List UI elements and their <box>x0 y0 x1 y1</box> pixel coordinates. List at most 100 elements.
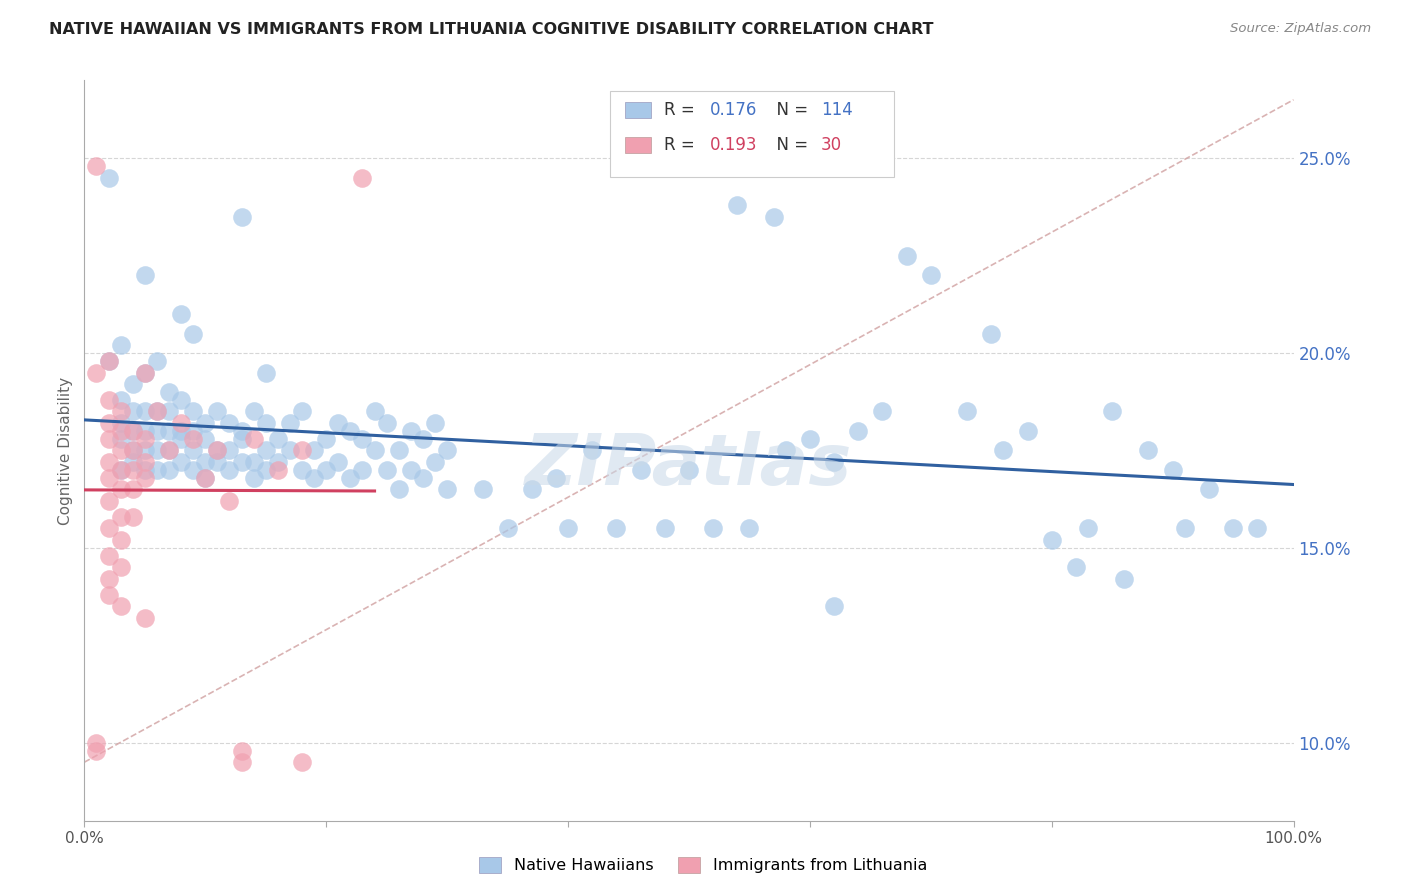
Point <box>170 307 193 321</box>
Point <box>110 463 132 477</box>
Text: Source: ZipAtlas.com: Source: ZipAtlas.com <box>1230 22 1371 36</box>
Point <box>896 249 918 263</box>
Point <box>1077 521 1099 535</box>
Point <box>339 471 361 485</box>
Point <box>134 404 156 418</box>
Point <box>181 326 204 341</box>
Legend: Native Hawaiians, Immigrants from Lithuania: Native Hawaiians, Immigrants from Lithua… <box>472 850 934 880</box>
Point <box>110 424 132 438</box>
Point <box>134 455 156 469</box>
Point <box>170 392 193 407</box>
Point <box>97 521 120 535</box>
Point <box>194 455 217 469</box>
Point <box>146 404 169 418</box>
Point <box>267 432 290 446</box>
Point <box>97 392 120 407</box>
FancyBboxPatch shape <box>624 136 651 153</box>
Point <box>412 432 434 446</box>
Point <box>1114 572 1136 586</box>
Point <box>110 560 132 574</box>
Point <box>436 483 458 497</box>
Point <box>146 424 169 438</box>
Point <box>388 443 411 458</box>
Point <box>157 384 180 399</box>
Point <box>352 170 374 185</box>
Point <box>302 443 325 458</box>
Point <box>97 494 120 508</box>
Point <box>86 736 108 750</box>
Point <box>170 455 193 469</box>
Point <box>375 416 398 430</box>
Point <box>110 463 132 477</box>
Point <box>207 443 229 458</box>
Point <box>363 404 385 418</box>
Point <box>738 521 761 535</box>
Point <box>207 443 229 458</box>
Point <box>134 366 156 380</box>
Point <box>762 210 785 224</box>
Point <box>121 424 143 438</box>
Point <box>1040 533 1063 547</box>
Point <box>170 432 193 446</box>
Text: ZIPatlas: ZIPatlas <box>526 431 852 500</box>
Point <box>436 443 458 458</box>
Point <box>388 483 411 497</box>
Point <box>520 483 543 497</box>
Point <box>218 463 240 477</box>
Point <box>110 338 132 352</box>
Point <box>146 354 169 368</box>
Point <box>399 463 422 477</box>
Point <box>231 210 253 224</box>
Point <box>1017 424 1039 438</box>
Point <box>352 463 374 477</box>
Point <box>254 416 277 430</box>
Text: R =: R = <box>664 136 700 153</box>
Point <box>134 366 156 380</box>
Point <box>110 533 132 547</box>
Point <box>121 509 143 524</box>
Point <box>291 755 314 769</box>
Point <box>1174 521 1197 535</box>
Point <box>218 416 240 430</box>
Point <box>181 424 204 438</box>
Point <box>399 424 422 438</box>
Point <box>846 424 869 438</box>
Point <box>181 443 204 458</box>
Point <box>207 455 229 469</box>
Point <box>134 471 156 485</box>
Point <box>423 455 446 469</box>
Point <box>194 471 217 485</box>
Point <box>110 404 132 418</box>
Point <box>291 443 314 458</box>
Point <box>920 268 942 282</box>
Point <box>157 424 180 438</box>
Point <box>254 443 277 458</box>
Point <box>557 521 579 535</box>
Point <box>872 404 894 418</box>
Point <box>980 326 1002 341</box>
FancyBboxPatch shape <box>610 91 894 177</box>
Text: 114: 114 <box>821 101 852 119</box>
Point <box>97 471 120 485</box>
Point <box>352 432 374 446</box>
Point <box>799 432 821 446</box>
Point <box>291 463 314 477</box>
Point <box>267 455 290 469</box>
Point <box>157 443 180 458</box>
Point <box>1064 560 1087 574</box>
Point <box>110 443 132 458</box>
Point <box>423 416 446 430</box>
Point <box>97 588 120 602</box>
Text: 0.176: 0.176 <box>710 101 756 119</box>
Point <box>254 463 277 477</box>
Point <box>170 424 193 438</box>
Text: N =: N = <box>766 136 814 153</box>
Point <box>121 463 143 477</box>
Point <box>291 404 314 418</box>
Point <box>97 416 120 430</box>
Point <box>375 463 398 477</box>
FancyBboxPatch shape <box>624 102 651 118</box>
Text: 0.193: 0.193 <box>710 136 756 153</box>
Point <box>278 416 301 430</box>
Point <box>823 599 845 614</box>
